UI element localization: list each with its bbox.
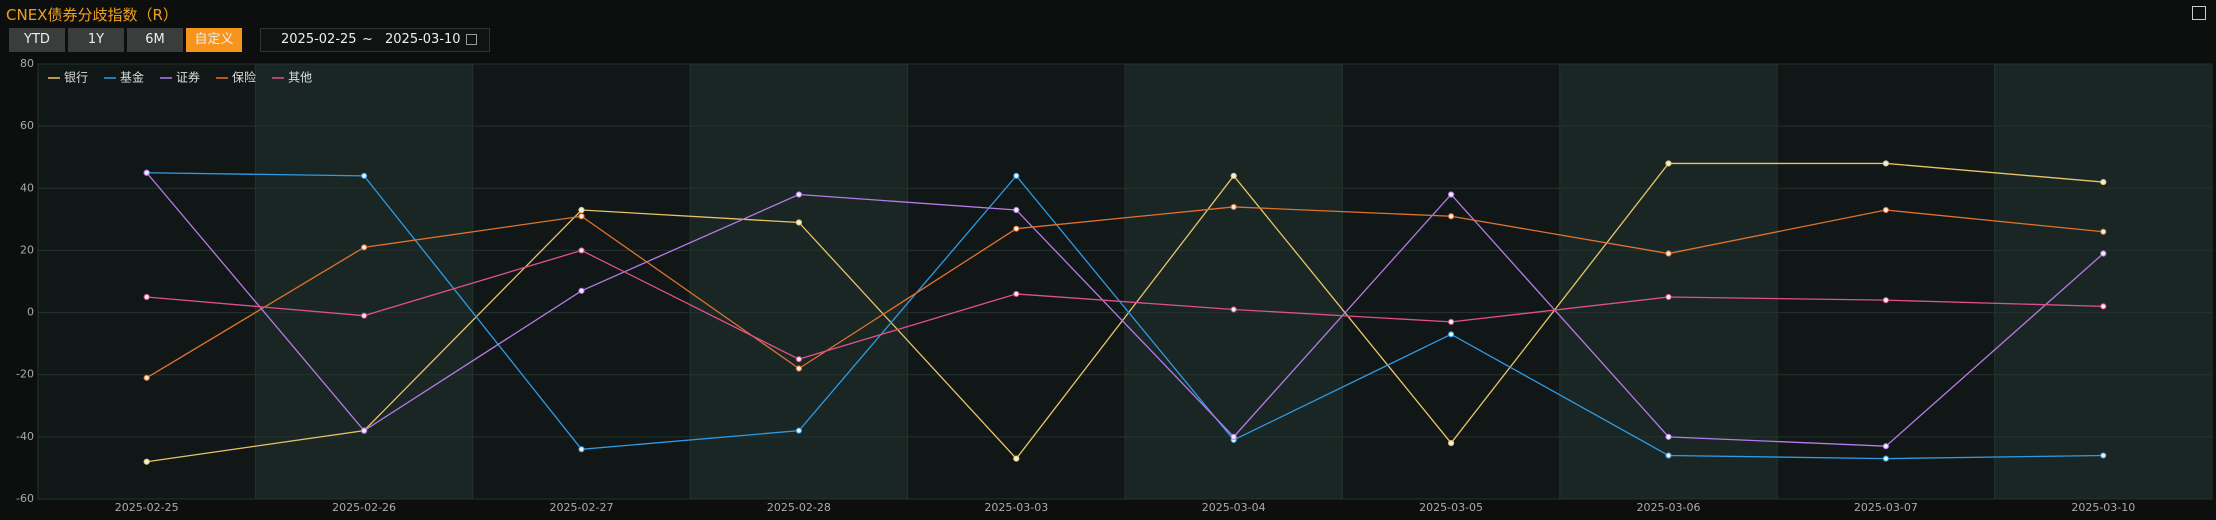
point (1448, 318, 1455, 325)
point (578, 446, 585, 453)
legend-label: 保险 (232, 70, 256, 85)
point (361, 312, 368, 319)
point (1448, 191, 1455, 198)
x-tick-label: 2025-03-10 (2071, 501, 2135, 514)
legend-label: 银行 (64, 71, 88, 85)
x-tick-label: 2025-03-04 (1202, 501, 1266, 514)
point (795, 219, 803, 226)
legend-label: 基金 (120, 70, 144, 85)
x-tick-label: 2025-03-05 (1419, 501, 1483, 514)
point (2100, 303, 2107, 310)
x-tick-label: 2025-02-27 (550, 501, 614, 514)
point (1448, 439, 1455, 447)
point (1230, 306, 1237, 313)
point (795, 365, 803, 372)
point (1665, 452, 1672, 459)
y-tick-label: 20 (20, 243, 34, 256)
point (1013, 455, 1020, 462)
band-stripe (690, 64, 908, 499)
series-line (146, 172, 2104, 460)
x-tick-label: 2025-03-07 (1854, 501, 1918, 514)
point (1882, 455, 1890, 462)
y-tick-label: 0 (27, 306, 34, 319)
band-stripe (255, 64, 473, 499)
band-stripe (1125, 64, 1343, 499)
x-tick-label: 2025-02-25 (115, 501, 179, 514)
point (2100, 178, 2107, 186)
y-tick-label: 60 (20, 119, 34, 132)
series-line (146, 206, 2104, 379)
point (143, 458, 150, 465)
point (1882, 297, 1890, 304)
point (361, 172, 368, 179)
point (1230, 203, 1237, 211)
point (2100, 250, 2107, 257)
point (143, 293, 150, 301)
point (578, 206, 585, 214)
date-start: 2025-02-25 (281, 32, 357, 47)
point (2100, 452, 2107, 459)
point (1013, 172, 1020, 179)
date-sep: ~ (362, 32, 373, 47)
x-tick-label: 2025-03-06 (1637, 501, 1701, 514)
point (2100, 228, 2107, 235)
legend-label: 其他 (288, 71, 312, 85)
point (1882, 443, 1890, 450)
x-tick-label: 2025-02-28 (767, 501, 831, 514)
point (578, 213, 585, 220)
series-line (146, 162, 2104, 463)
x-tick-label: 2025-02-26 (332, 501, 396, 514)
point (795, 191, 803, 198)
point (1448, 213, 1455, 220)
point (143, 374, 150, 381)
y-tick-label: -40 (16, 430, 34, 443)
range-buttons: YTD 1Y 6M 自定义 (9, 28, 242, 52)
x-tick-label: 2025-03-03 (984, 501, 1048, 514)
band-stripe (1994, 64, 2212, 499)
range-button[interactable]: 1Y (68, 28, 124, 52)
series-line (146, 249, 2104, 360)
y-tick-label: 80 (20, 57, 34, 70)
point (1882, 206, 1890, 214)
point (578, 287, 585, 294)
band-stripe (1559, 64, 1778, 499)
point (1230, 433, 1237, 440)
export-icon[interactable] (2192, 6, 2206, 20)
point (361, 427, 368, 434)
point (1665, 250, 1672, 257)
range-button[interactable]: 6M (127, 28, 183, 52)
point (795, 427, 803, 434)
point (1013, 206, 1020, 214)
y-tick-label: -20 (16, 368, 34, 381)
date-range[interactable]: 2025-02-25 ~ 2025-03-10 (260, 28, 490, 52)
range-button[interactable]: 自定义 (186, 28, 242, 52)
title: CNEX债券分歧指数（R） (6, 6, 178, 24)
point (1013, 225, 1020, 232)
point (361, 244, 368, 251)
point (1665, 160, 1672, 167)
date-end: 2025-03-10 (385, 32, 461, 47)
point (1230, 172, 1237, 179)
point (1882, 160, 1890, 167)
point (1448, 331, 1455, 338)
legend-label: 证券 (176, 70, 200, 85)
range-button[interactable]: YTD (9, 28, 65, 52)
y-tick-label: 40 (20, 181, 34, 194)
point (578, 247, 585, 254)
point (1665, 293, 1672, 301)
point (1665, 433, 1672, 440)
y-tick-label: -60 (16, 492, 34, 505)
point (1013, 290, 1020, 298)
point (143, 169, 150, 176)
point (795, 356, 803, 363)
series-line (146, 172, 2104, 447)
calendar-icon[interactable] (466, 34, 477, 45)
